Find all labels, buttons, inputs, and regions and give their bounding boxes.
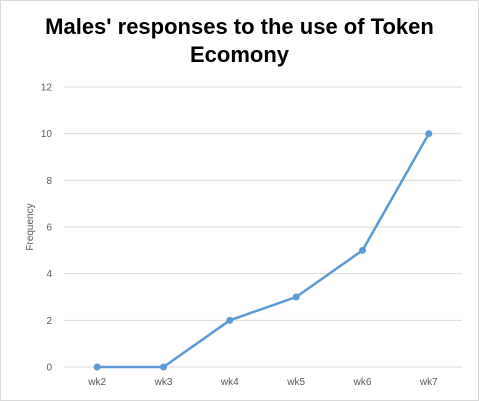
y-tick-label: 12	[41, 83, 53, 94]
x-tick-label: wk7	[419, 377, 438, 388]
x-tick-label: wk5	[286, 377, 305, 388]
series-line	[95, 132, 431, 369]
y-tick-label: 4	[46, 269, 52, 280]
y-tick-label: 10	[41, 129, 53, 140]
data-point	[425, 130, 433, 138]
y-axis-ticks: 0 2 4 6 8 10 12	[41, 83, 53, 374]
data-point	[93, 363, 101, 371]
data-point	[160, 363, 167, 371]
y-tick-label: 6	[46, 223, 52, 234]
data-point	[292, 293, 300, 301]
x-tick-label: wk4	[220, 377, 239, 388]
series-group	[93, 130, 433, 371]
gridlines	[64, 86, 462, 368]
y-axis-label: Frequency	[25, 203, 36, 250]
y-tick-label: 8	[46, 176, 52, 187]
x-tick-label: wk3	[154, 377, 173, 388]
y-tick-label: 0	[46, 363, 52, 374]
x-tick-label: wk6	[353, 377, 372, 388]
y-tick-label: 2	[46, 316, 52, 327]
x-axis-ticks: wk2 wk3 wk4 wk5 wk6 wk7	[87, 377, 438, 388]
chart-title: Males' responses to the use of Token Eco…	[45, 14, 434, 67]
data-point	[226, 316, 234, 324]
data-point	[359, 246, 366, 254]
x-tick-label: wk2	[87, 377, 106, 388]
